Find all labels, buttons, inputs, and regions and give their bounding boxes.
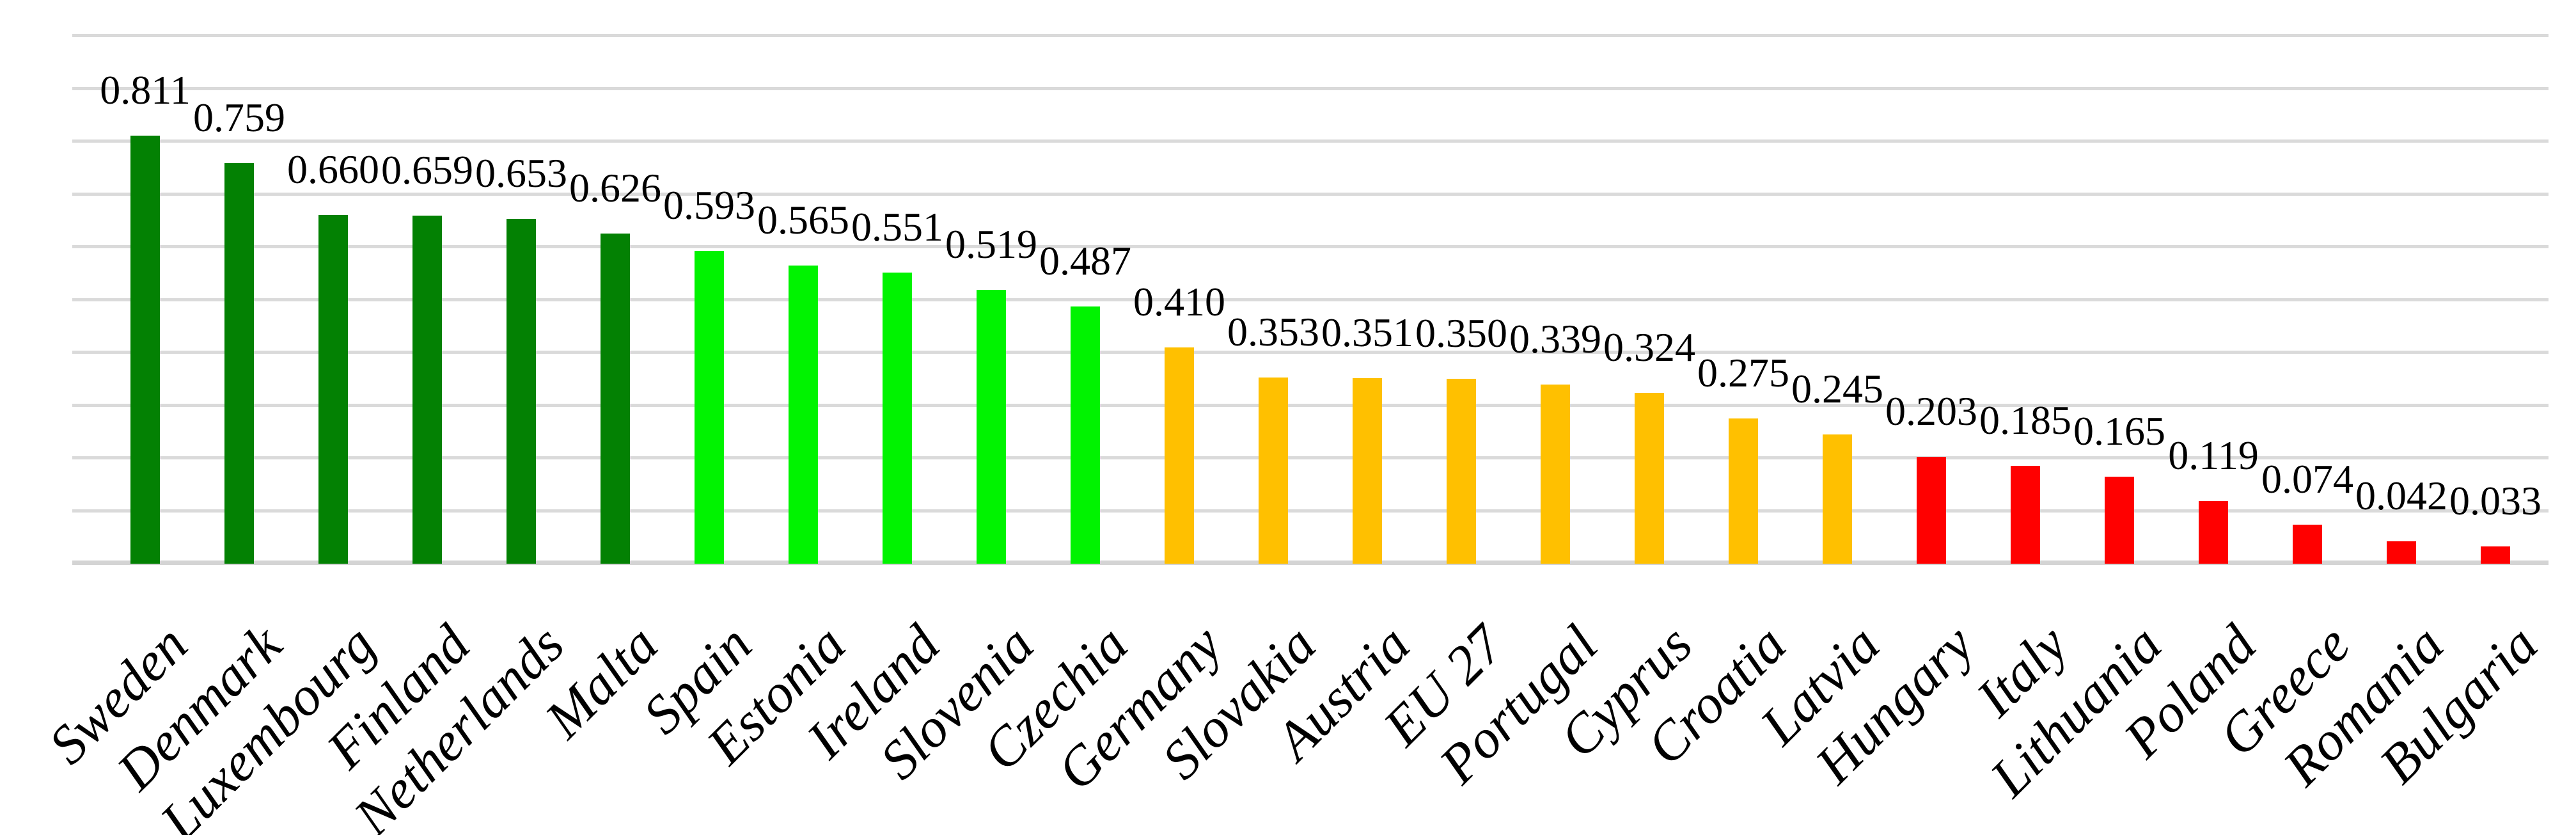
bar-ireland	[883, 273, 912, 564]
value-label-portugal: 0.339	[1509, 316, 1601, 362]
bar-finland	[412, 216, 442, 564]
gridline	[72, 245, 2549, 248]
category-label-malta: Malta	[533, 613, 670, 750]
gridline	[72, 351, 2549, 354]
bar-lithuania	[2105, 477, 2134, 564]
bar-cyprus	[1635, 393, 1664, 564]
value-label-ireland: 0.551	[851, 204, 943, 250]
value-label-estonia: 0.565	[757, 197, 849, 243]
bar-poland	[2199, 501, 2228, 564]
value-label-luxembourg: 0.660	[287, 147, 379, 192]
bar-czechia	[1071, 306, 1100, 564]
value-label-poland: 0.119	[2168, 433, 2259, 478]
bar-denmark	[224, 163, 254, 564]
value-label-germany: 0.410	[1133, 279, 1225, 324]
value-label-cyprus: 0.324	[1603, 324, 1695, 370]
x-axis-line	[72, 561, 2549, 565]
value-label-croatia: 0.275	[1697, 350, 1789, 395]
bar-slovakia	[1259, 378, 1288, 564]
bar-luxembourg	[318, 215, 348, 564]
gridline	[72, 193, 2549, 196]
value-label-italy: 0.185	[1979, 397, 2071, 443]
bar-hungary	[1917, 457, 1946, 564]
gridline	[72, 87, 2549, 90]
bar-austria	[1353, 378, 1382, 564]
gridline	[72, 404, 2549, 407]
gridline	[72, 509, 2549, 513]
value-label-greece: 0.074	[2261, 456, 2353, 502]
value-label-romania: 0.042	[2355, 473, 2447, 518]
bar-estonia	[789, 266, 818, 564]
value-label-austria: 0.351	[1321, 310, 1413, 355]
bar-bulgaria	[2481, 546, 2510, 564]
value-label-malta: 0.626	[569, 165, 661, 211]
value-label-eu-27: 0.350	[1415, 310, 1507, 356]
bar-germany	[1165, 347, 1194, 564]
bar-romania	[2387, 541, 2416, 564]
bar-italy	[2011, 466, 2040, 564]
value-label-finland: 0.659	[381, 147, 473, 193]
value-label-czechia: 0.487	[1039, 238, 1131, 283]
bar-sweden	[130, 136, 160, 564]
bar-portugal	[1541, 385, 1570, 564]
value-label-lithuania: 0.165	[2073, 408, 2165, 454]
value-label-spain: 0.593	[663, 182, 755, 228]
value-label-slovakia: 0.353	[1227, 309, 1319, 354]
value-label-slovenia: 0.519	[945, 221, 1037, 267]
bar-spain	[695, 251, 724, 564]
bar-latvia	[1823, 434, 1852, 564]
value-label-latvia: 0.245	[1791, 366, 1883, 411]
bar-netherlands	[507, 219, 536, 564]
gridline	[72, 298, 2549, 301]
gridline	[72, 456, 2549, 459]
bar-malta	[601, 234, 630, 564]
bar-greece	[2293, 525, 2322, 564]
value-label-sweden: 0.811	[100, 67, 191, 113]
gridline	[72, 139, 2549, 143]
gridline	[72, 34, 2549, 37]
value-label-denmark: 0.759	[193, 95, 285, 140]
value-label-netherlands: 0.653	[475, 150, 567, 196]
value-label-bulgaria: 0.033	[2449, 478, 2541, 523]
value-label-hungary: 0.203	[1885, 388, 1977, 434]
bar-eu-27	[1447, 379, 1476, 564]
bar-croatia	[1729, 418, 1758, 564]
bar-slovenia	[977, 290, 1006, 564]
